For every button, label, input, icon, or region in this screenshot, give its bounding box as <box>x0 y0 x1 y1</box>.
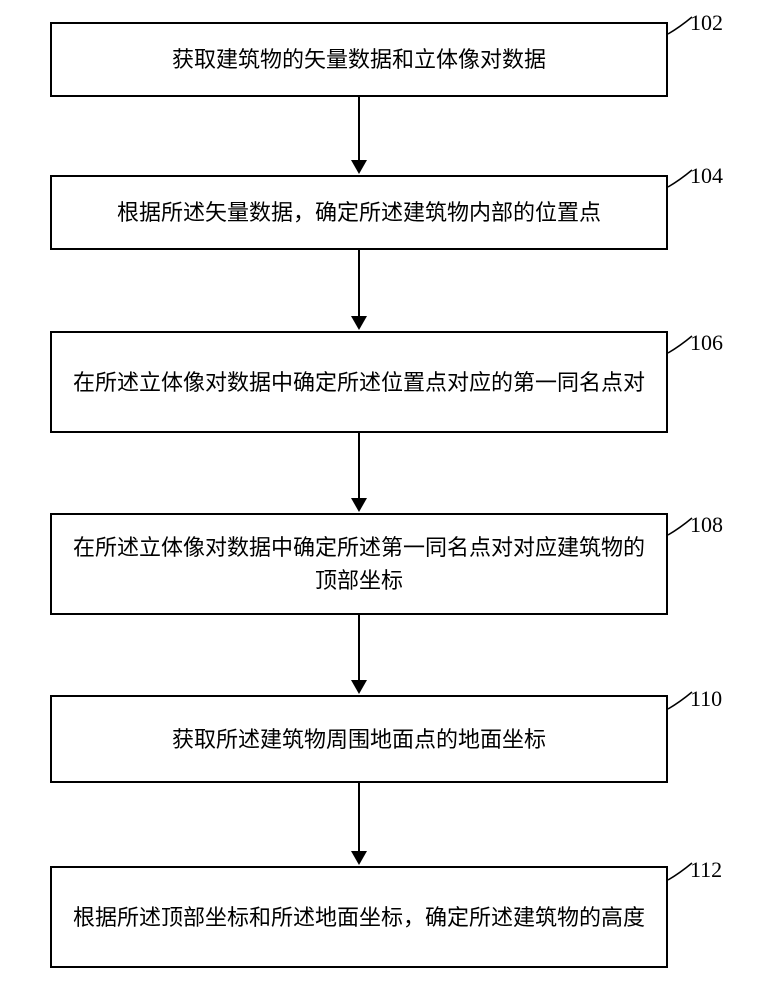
flowchart-node-108: 在所述立体像对数据中确定所述第一同名点对对应建筑物的顶部坐标 <box>50 513 668 615</box>
node-text: 在所述立体像对数据中确定所述位置点对应的第一同名点对 <box>73 366 645 399</box>
node-text: 获取建筑物的矢量数据和立体像对数据 <box>172 43 546 76</box>
flowchart-arrow <box>351 615 367 694</box>
flowchart-node-110: 获取所述建筑物周围地面点的地面坐标 <box>50 695 668 783</box>
node-label-104: 104 <box>690 163 723 189</box>
flowchart-node-104: 根据所述矢量数据，确定所述建筑物内部的位置点 <box>50 175 668 250</box>
flowchart-arrow <box>351 97 367 174</box>
flowchart-arrow <box>351 433 367 512</box>
node-text: 获取所述建筑物周围地面点的地面坐标 <box>172 723 546 756</box>
node-label-102: 102 <box>690 10 723 36</box>
flowchart-node-112: 根据所述顶部坐标和所述地面坐标，确定所述建筑物的高度 <box>50 866 668 968</box>
flowchart-arrow <box>351 250 367 330</box>
flowchart-node-106: 在所述立体像对数据中确定所述位置点对应的第一同名点对 <box>50 331 668 433</box>
node-label-112: 112 <box>690 857 722 883</box>
flowchart-node-102: 获取建筑物的矢量数据和立体像对数据 <box>50 22 668 97</box>
flowchart-container: 获取建筑物的矢量数据和立体像对数据 102 根据所述矢量数据，确定所述建筑物内部… <box>0 0 771 1000</box>
node-label-106: 106 <box>690 330 723 356</box>
node-label-110: 110 <box>690 686 722 712</box>
node-text: 根据所述矢量数据，确定所述建筑物内部的位置点 <box>117 196 601 229</box>
node-label-108: 108 <box>690 512 723 538</box>
flowchart-arrow <box>351 783 367 865</box>
node-text: 根据所述顶部坐标和所述地面坐标，确定所述建筑物的高度 <box>73 901 645 934</box>
node-text: 在所述立体像对数据中确定所述第一同名点对对应建筑物的顶部坐标 <box>68 531 650 597</box>
